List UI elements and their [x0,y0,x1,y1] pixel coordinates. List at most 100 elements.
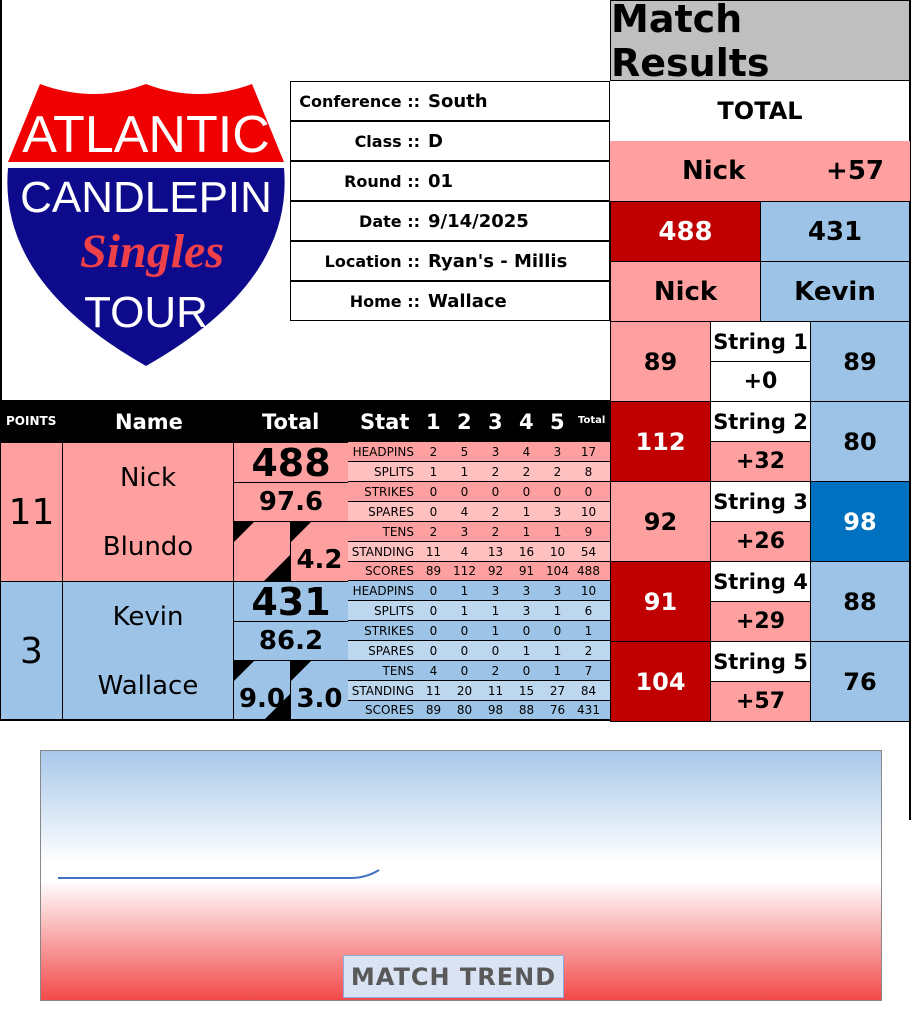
stat-label: TENS [382,663,414,678]
right-border [909,0,911,820]
stat-value: 17 [580,444,597,459]
string-1-label: String 1 [710,321,811,362]
player-first-name: Nick [119,462,177,493]
stat-row-tens: TENS 2 3 2 1 1 9 [348,522,610,542]
stat-row-splits: SPLITS 0 1 1 3 1 6 [348,601,610,621]
string-3-away: 98 [810,481,910,562]
info-row-4: Location :: Ryan's - Millis [290,241,610,281]
leader-margin: +57 [826,156,884,186]
stat-row-headpins: HEADPINS 0 1 3 3 3 10 [348,581,610,601]
corner-marker [291,522,311,542]
stat-value: 0 [429,603,438,618]
player-average: 86.2 [233,621,349,661]
table-bottom-border [0,719,610,721]
stat-value: 0 [429,504,438,519]
stat-value: 2 [429,444,438,459]
stat-value: 0 [429,484,438,499]
stat-value: 3 [491,583,500,598]
stat-value: 0 [491,643,500,658]
total-label: TOTAL [717,96,803,125]
player-last-name: Wallace [97,670,199,701]
info-value: 01 [428,170,454,192]
player-total: 431 [233,580,349,624]
stat-value: 76 [549,703,566,717]
info-value: D [428,130,443,152]
stat-row-standing: STANDING 11 4 13 16 10 54 [348,542,610,562]
player-first-name: Kevin [112,601,184,632]
stat-value: 1 [522,524,531,539]
stat-value: 2 [491,663,500,678]
stat-value: 0 [491,484,500,499]
stat-value: 6 [584,603,593,618]
stat-value: 98 [487,703,504,717]
stat-row-headpins: HEADPINS 2 5 3 4 3 17 [348,442,610,462]
stat-label: STRIKES [364,484,414,499]
stat-value: 1 [553,643,562,658]
info-key: Home :: [349,291,420,311]
string-4-label: String 4 [710,561,811,602]
stat-value: 11 [425,683,442,698]
stat-value: 2 [491,504,500,519]
stat-value: 84 [580,683,597,698]
info-row-5: Home :: Wallace [290,281,610,321]
info-value: Wallace [428,290,507,312]
stat-label: SCORES [365,564,414,578]
stat-row-tens: TENS 4 0 2 0 1 7 [348,661,610,681]
trend-line [58,869,380,879]
corner-marker [264,694,290,720]
stat-value: 2 [522,464,531,479]
stat-value: 7 [584,663,593,678]
string-4-home: 91 [610,561,711,642]
string-5-label: String 5 [710,641,811,682]
stat-value: 0 [429,643,438,658]
stat-value: 1 [553,663,562,678]
stat-value: 4 [429,663,438,678]
home-total: 488 [610,201,761,262]
svg-text:TOUR: TOUR [84,288,208,337]
string-4-away: 88 [810,561,910,642]
stat-value: 27 [549,683,566,698]
stat-value: 5 [460,444,469,459]
stat-value: 2 [553,464,562,479]
leader-name: Nick [682,156,746,186]
stat-label: SPARES [368,643,414,658]
string-3-home: 92 [610,481,711,562]
stat-value: 2 [491,464,500,479]
stat-value: 1 [460,464,469,479]
string-1-diff: +0 [710,361,811,402]
stat-value: 0 [460,484,469,499]
info-value: South [428,90,488,112]
stat-label: STANDING [351,683,414,698]
stat-value: 1 [491,623,500,638]
corner-marker [234,522,254,542]
string-1-home: 89 [610,321,711,402]
stat-value: 10 [580,583,597,598]
header-name: Name [115,410,183,434]
corner-marker [234,661,254,681]
stat-row-scores: SCORES 89 112 92 91 104 488 [348,562,610,581]
match-trend-label: MATCH TREND [343,955,564,998]
stat-value: 0 [553,484,562,499]
stat-value: 2 [491,524,500,539]
stat-label: STRIKES [364,623,414,638]
info-key: Location :: [324,251,420,271]
table-header: POINTS Name Total Stat 1 2 3 4 5 Total [0,400,610,442]
stat-label: SPLITS [373,464,414,479]
header-total: Total [262,410,320,434]
stat-row-splits: SPLITS 1 1 2 2 2 8 [348,462,610,482]
leader-row: Nick +57 [610,141,910,201]
stat-row-spares: SPARES 0 4 2 1 3 10 [348,502,610,522]
stat-value: 0 [522,623,531,638]
info-value: Ryan's - Millis [428,250,568,272]
info-value: 9/14/2025 [428,210,529,232]
stat-value: 1 [491,603,500,618]
stat-value: 13 [487,544,504,559]
stat-value: 11 [425,544,442,559]
stat-row-scores: SCORES 89 80 98 88 76 431 [348,701,610,720]
stat-value: 488 [577,564,600,578]
left-border [0,0,2,720]
string-2-away: 80 [810,401,910,482]
stat-label: SCORES [365,703,414,717]
stat-value: 1 [553,603,562,618]
header-points: POINTS [6,414,57,428]
